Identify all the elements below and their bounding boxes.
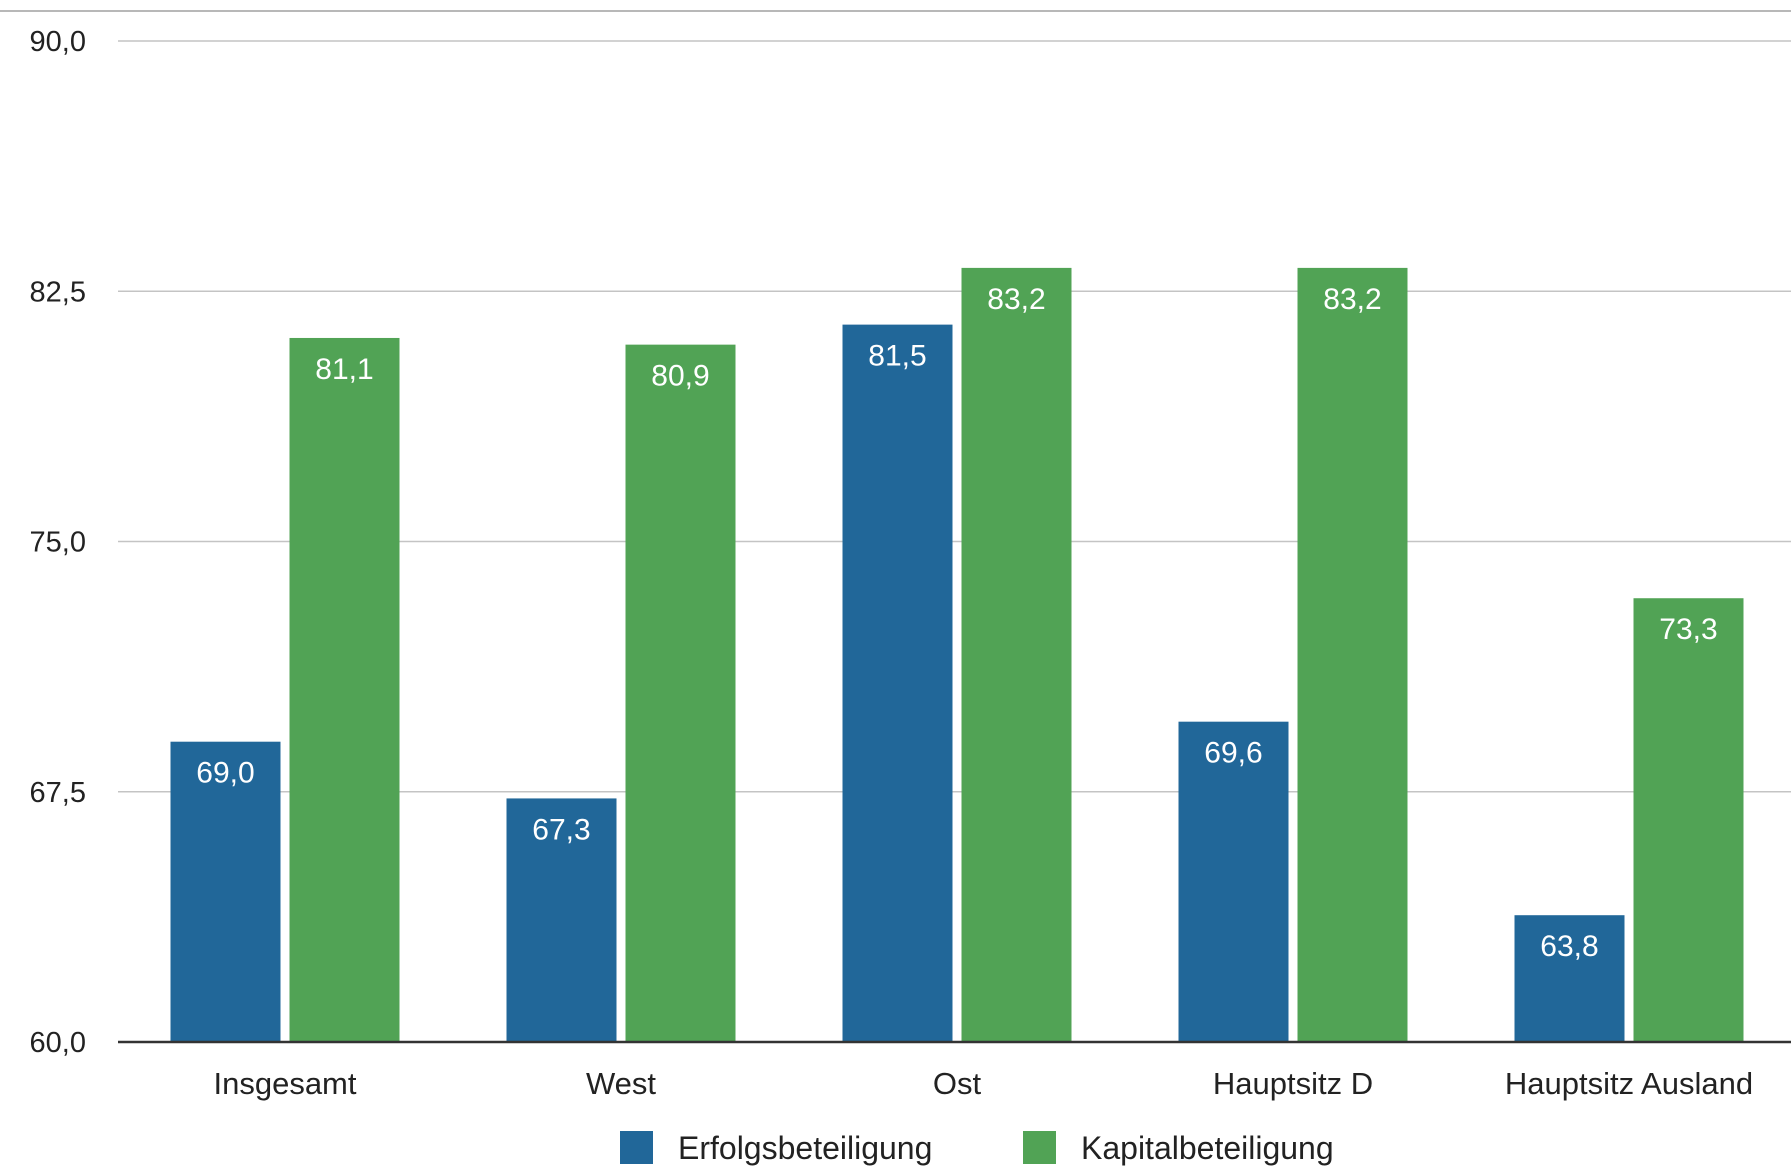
legend-label: Erfolgsbeteiligung	[678, 1130, 932, 1166]
bar-erfolgsbeteiligung-3	[1178, 721, 1289, 1042]
bar-value-label: 81,5	[868, 340, 926, 373]
x-category-label: West	[586, 1066, 656, 1101]
y-tick-label: 82,5	[30, 276, 86, 308]
legend-swatch	[620, 1131, 653, 1164]
bar-kapitalbeteiligung-1	[625, 344, 736, 1042]
bar-kapitalbeteiligung-0	[289, 337, 400, 1042]
bar-erfolgsbeteiligung-2	[842, 324, 953, 1042]
bar-value-label: 69,0	[196, 757, 254, 790]
bar-value-label: 80,9	[651, 360, 709, 393]
legend-swatch	[1023, 1131, 1056, 1164]
y-tick-label: 67,5	[30, 777, 86, 809]
bar-erfolgsbeteiligung-0	[170, 741, 281, 1042]
x-axis-category-labels: Insgesamt West Ost Hauptsitz D Hauptsitz Aus…	[213, 1066, 1753, 1101]
bars	[170, 267, 1744, 1043]
y-tick-label: 60,0	[30, 1027, 86, 1059]
y-tick-label: 90,0	[30, 26, 86, 58]
x-category-label: Ost	[933, 1066, 982, 1101]
legend: Erfolgsbeteiligung Kapitalbeteiligung	[620, 1130, 1334, 1166]
legend-label: Kapitalbeteiligung	[1081, 1130, 1334, 1166]
bar-data-labels: 69,0 81,1 67,3 80,9 81,5 83,2 69,6 83,2 63,8 73,3	[196, 283, 1717, 963]
x-category-label: Insgesamt	[213, 1066, 356, 1101]
bar-erfolgsbeteiligung-1	[506, 798, 617, 1042]
x-category-label: Hauptsitz D	[1213, 1066, 1373, 1101]
bar-value-label: 67,3	[532, 813, 590, 846]
bar-kapitalbeteiligung-3	[1297, 267, 1408, 1043]
bar-value-label: 83,2	[987, 283, 1045, 316]
bar-value-label: 81,1	[315, 353, 373, 386]
y-tick-label: 75,0	[30, 527, 86, 559]
bar-value-label: 63,8	[1540, 930, 1598, 963]
bar-kapitalbeteiligung-4	[1633, 598, 1744, 1042]
bar-value-label: 69,6	[1204, 737, 1262, 770]
bar-value-label: 83,2	[1323, 283, 1381, 316]
y-axis-tick-labels: 60,0 67,5 75,0 82,5 90,0	[30, 26, 86, 1059]
bar-kapitalbeteiligung-2	[961, 267, 1072, 1043]
bar-value-label: 73,3	[1659, 613, 1717, 646]
bar-erfolgsbeteiligung-4	[1514, 915, 1625, 1042]
x-category-label: Hauptsitz Ausland	[1505, 1066, 1753, 1101]
